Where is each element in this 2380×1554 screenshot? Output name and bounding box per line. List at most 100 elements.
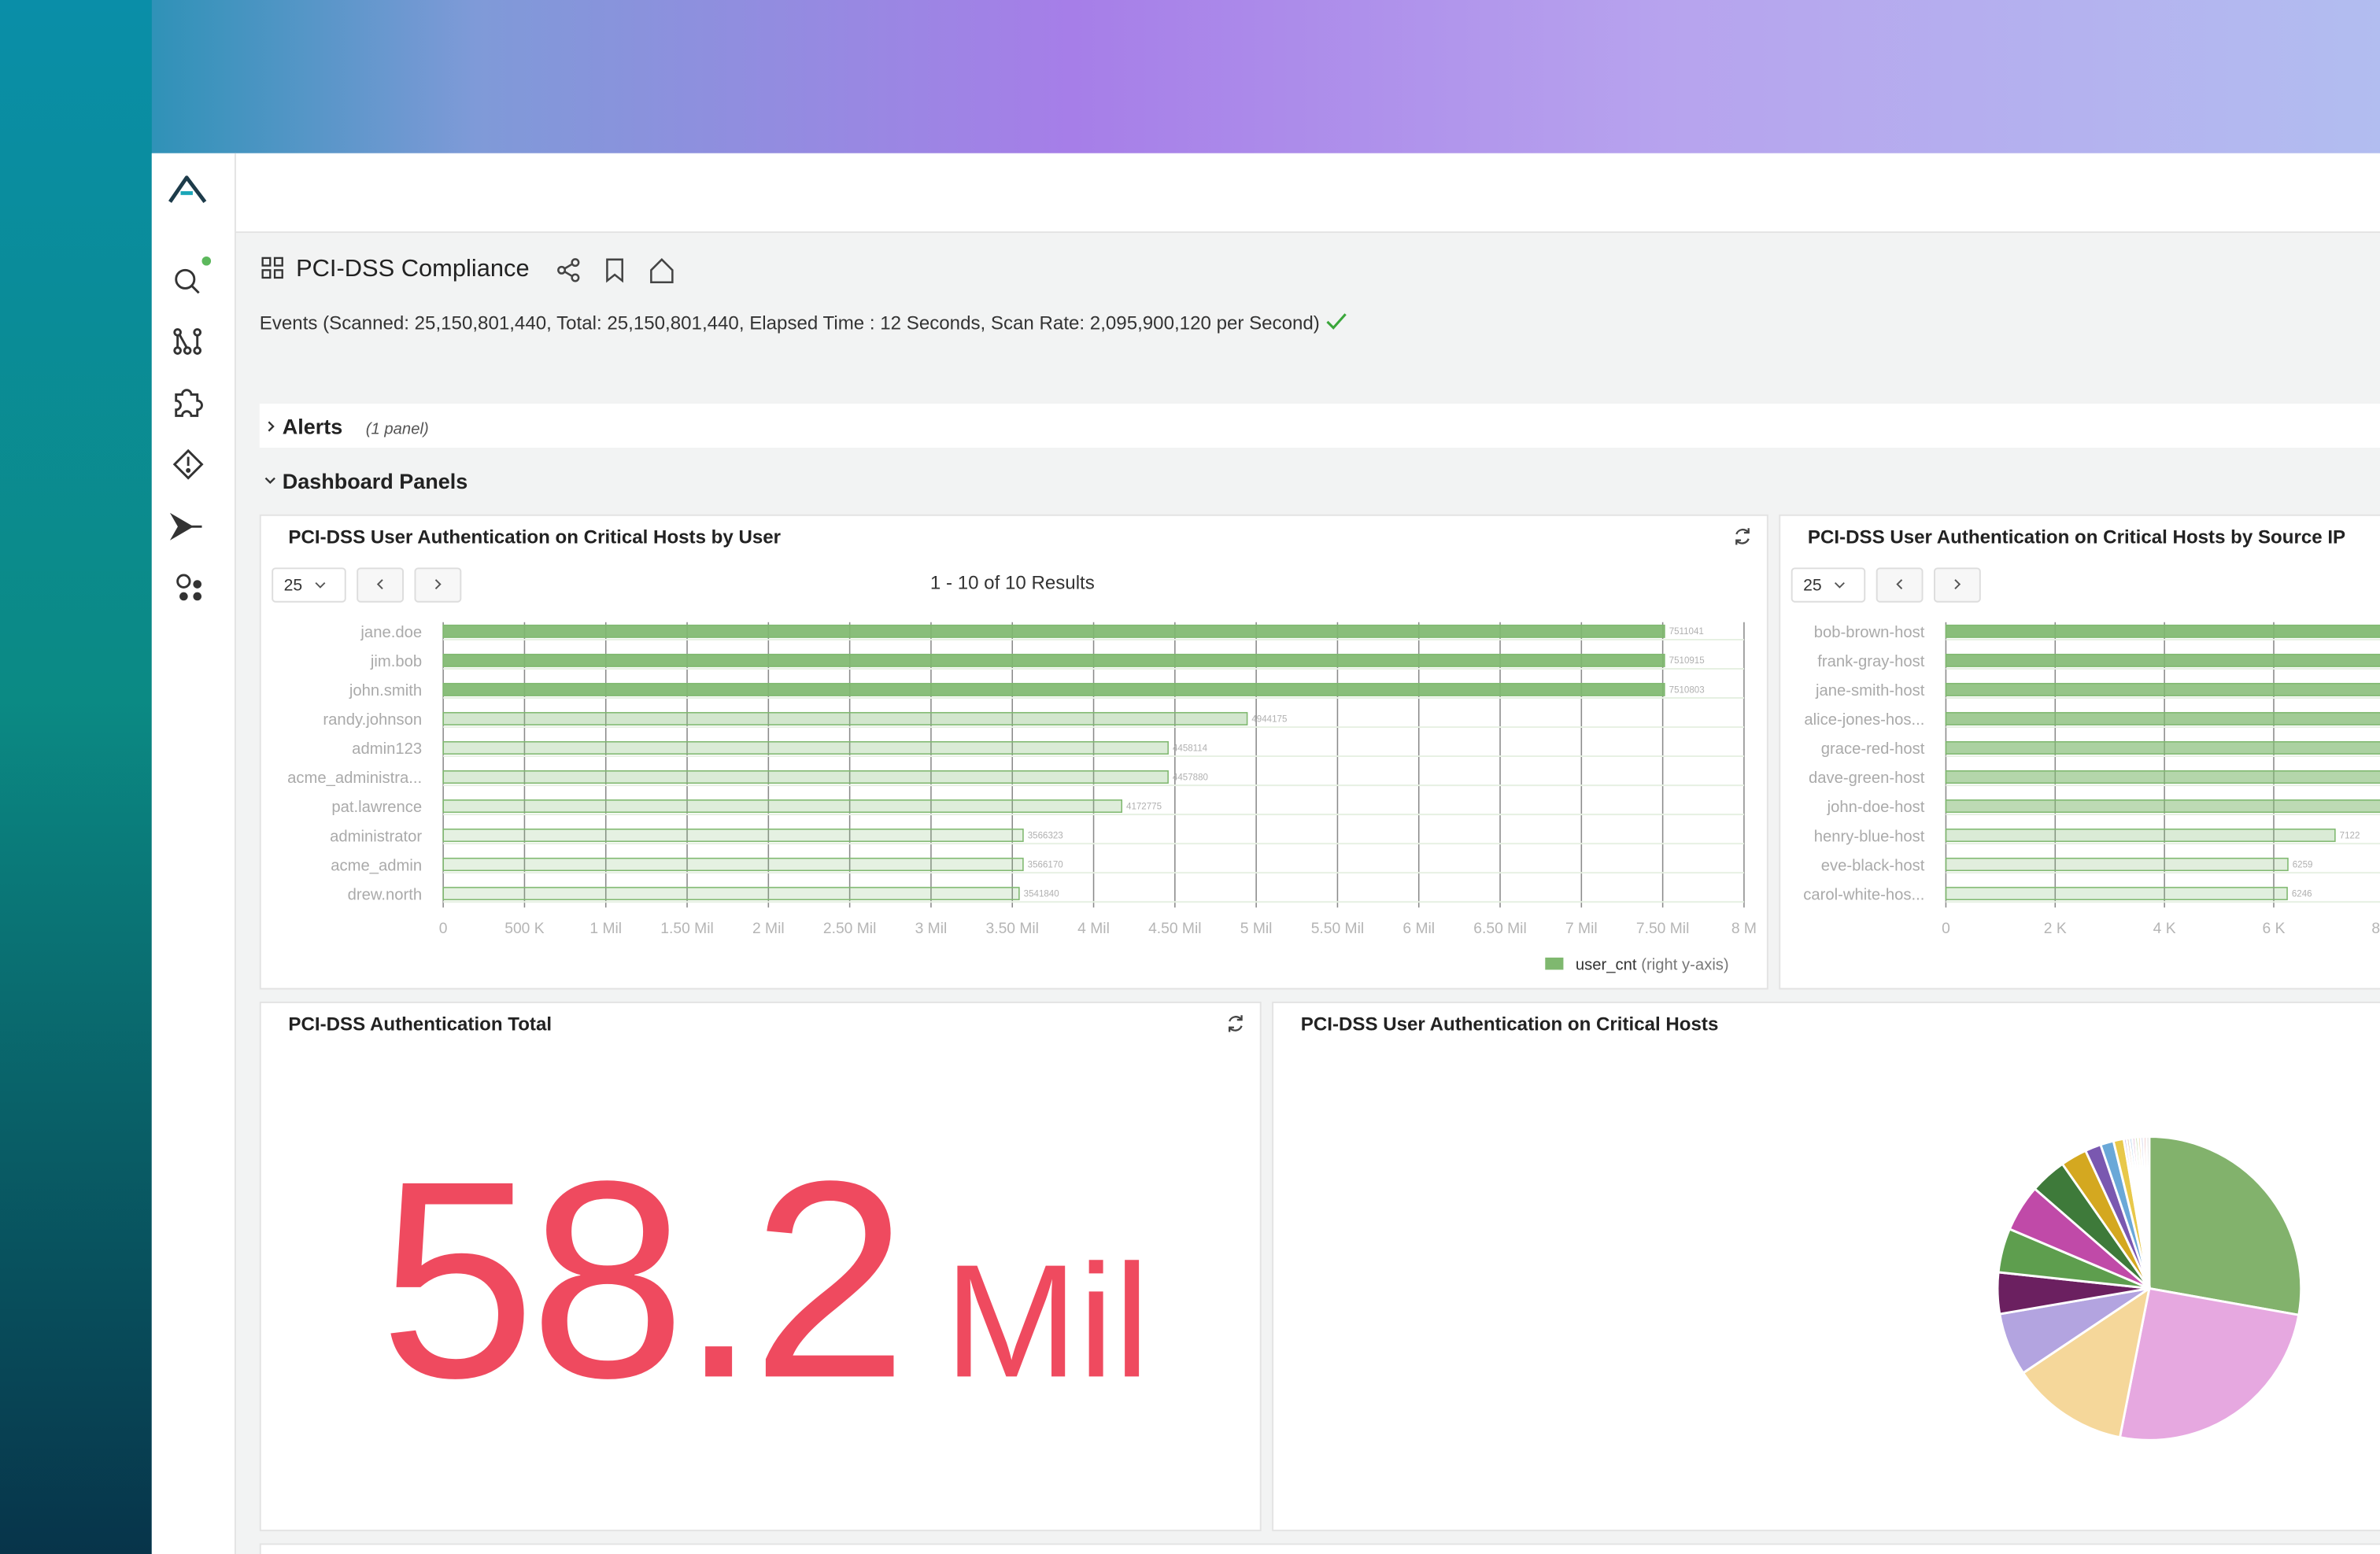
next-icon <box>1954 579 1961 590</box>
x-tick-label: 2 Mil <box>752 921 785 937</box>
logo[interactable] <box>168 175 207 203</box>
value-label: 4172775 <box>1126 802 1162 811</box>
y-tick-label: acme_administra... <box>287 770 422 787</box>
x-tick-label: 2 K <box>2044 921 2067 937</box>
x-tick-label: 8 K <box>2371 921 2380 937</box>
y-tick-label: pat.lawrence <box>331 799 422 816</box>
y-tick-label: bob-brown-host <box>1814 624 1925 641</box>
sidebar <box>151 153 235 1554</box>
section-title: Alerts <box>283 415 343 439</box>
search-icon[interactable] <box>175 268 200 294</box>
refresh-button[interactable] <box>1735 528 1750 545</box>
bar <box>1945 711 2380 725</box>
page-size-select[interactable] <box>272 567 346 603</box>
x-tick-label: 6 Mil <box>1402 921 1435 937</box>
bar <box>442 653 1665 667</box>
flow-icon[interactable] <box>169 512 202 541</box>
bar <box>1945 858 2289 872</box>
panel-title: PCI-DSS User Authentication on Critical … <box>1301 1014 1719 1035</box>
value-label: 7510803 <box>1669 685 1705 695</box>
x-tick-label: 4.50 Mil <box>1148 921 1201 937</box>
select-chevron <box>315 581 326 589</box>
events-summary: Events (Scanned: 25,150,801,440, Total: … <box>260 313 1320 334</box>
bar <box>1945 829 2336 843</box>
x-tick-label: 7 Mil <box>1565 921 1598 937</box>
panel-title: PCI-DSS User Authentication on Critical … <box>288 526 781 548</box>
panel <box>259 1543 2380 1554</box>
value-label: 4458114 <box>1173 744 1208 753</box>
bar <box>1945 624 2380 638</box>
bar <box>1945 653 2380 667</box>
graph-icon[interactable] <box>173 328 202 355</box>
x-tick-label: 6 K <box>2263 921 2286 937</box>
settings-icon[interactable] <box>176 574 202 601</box>
x-tick-label: 5 Mil <box>1240 921 1273 937</box>
x-tick-label: 3 Mil <box>915 921 948 937</box>
prev-page-button[interactable] <box>1876 567 1924 603</box>
page-size: 25 <box>284 576 303 594</box>
alert-icon[interactable] <box>172 448 204 480</box>
bar <box>1945 682 2380 696</box>
bar <box>1945 799 2380 814</box>
prev-page-button[interactable] <box>357 567 404 603</box>
prev-icon <box>1896 579 1903 590</box>
y-tick-label: admin123 <box>352 740 422 758</box>
x-tick-label: 7.50 Mil <box>1636 921 1689 937</box>
legend-swatch <box>1545 958 1564 970</box>
x-tick-label: 3.50 Mil <box>986 921 1039 937</box>
value-label: 3541840 <box>1024 889 1059 899</box>
legend-note: (right y-axis) <box>1641 956 1728 973</box>
pie-slice <box>2021 1286 2151 1439</box>
home-button[interactable] <box>650 258 674 283</box>
y-tick-label: eve-black-host <box>1821 857 1925 874</box>
results-count: 1 - 10 of 10 Results <box>930 572 1095 593</box>
x-tick-label: 500 K <box>504 921 544 937</box>
bar <box>442 740 1169 755</box>
pie-slice <box>2148 1135 2303 1316</box>
y-tick-label: jim.bob <box>370 653 422 670</box>
section-count: (1 panel) <box>366 421 429 438</box>
pie-slice <box>2118 1286 2301 1441</box>
collapse-chevron[interactable] <box>264 477 275 484</box>
y-tick-label: randy.johnson <box>323 711 422 729</box>
x-tick-label: 0 <box>439 921 448 937</box>
dashboard-icon <box>261 257 283 279</box>
puzzle-icon[interactable] <box>175 389 203 417</box>
select-chevron <box>1834 581 1845 589</box>
logo-accent <box>180 191 193 195</box>
value-label: 4944175 <box>1251 714 1287 724</box>
value-label: 7122 <box>2340 831 2360 840</box>
page-size: 25 <box>1803 576 1822 594</box>
x-tick-label: 1.50 Mil <box>660 921 713 937</box>
share-button[interactable] <box>557 258 580 282</box>
y-tick-label: henry-blue-host <box>1814 828 1925 845</box>
refresh-button[interactable] <box>1228 1015 1243 1032</box>
value-label: 3566323 <box>1028 831 1063 840</box>
y-tick-label: jane.doe <box>360 624 422 641</box>
expand-chevron <box>268 421 275 432</box>
x-tick-label: 0 <box>1942 921 1950 937</box>
next-page-button[interactable] <box>414 567 462 603</box>
status-dot <box>201 256 212 266</box>
value-label: 3566170 <box>1028 860 1063 869</box>
charts: 0 500 K 1 Mil 1.50 Mil 2 Mil 2.50 Mil 3 Mil 3.5… <box>287 622 2380 1441</box>
y-tick-label: jane-smith-host <box>1815 682 1925 699</box>
y-tick-label: john.smith <box>349 682 422 699</box>
bookmark-button[interactable] <box>606 258 623 283</box>
y-tick-label: dave-green-host <box>1809 770 1925 787</box>
bar <box>442 887 1020 901</box>
x-tick-label: 2.50 Mil <box>823 921 876 937</box>
x-tick-label: 5.50 Mil <box>1311 921 1364 937</box>
stat-value: 58.2 <box>379 1122 902 1436</box>
next-page-button[interactable] <box>1934 567 1981 603</box>
bar <box>442 829 1024 843</box>
bar <box>1945 770 2380 784</box>
alerts-row[interactable] <box>259 404 2380 448</box>
x-tick-label: 6.50 Mil <box>1473 921 1526 937</box>
value-label: 6246 <box>2292 889 2312 899</box>
prev-icon <box>376 579 383 590</box>
bar <box>442 682 1665 696</box>
page-size-select[interactable] <box>1791 567 1866 603</box>
value-label: 7510915 <box>1669 656 1705 666</box>
